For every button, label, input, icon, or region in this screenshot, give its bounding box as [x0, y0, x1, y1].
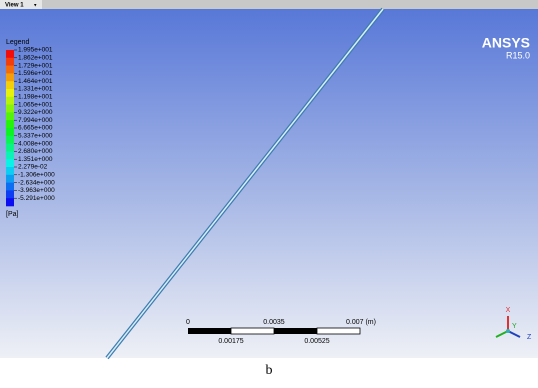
legend-swatch: [6, 50, 14, 58]
legend-label: 1.351e+000: [18, 156, 53, 163]
legend-label: 1.596e+001: [18, 70, 53, 77]
legend-swatch: [6, 175, 14, 183]
legend-label: 7.994e+000: [18, 117, 53, 124]
legend-label: 1.464e+001: [18, 78, 53, 85]
scale-label: 0.00525: [304, 338, 329, 345]
legend-label: 2.680e+000: [18, 148, 53, 155]
legend-label: -5.291e+000: [18, 195, 55, 202]
legend-swatch: [6, 66, 14, 74]
triad-origin: [506, 329, 510, 333]
triad-label: Z: [527, 334, 532, 341]
brand-version: R15.0: [506, 50, 530, 60]
brand-name: ANSYS: [482, 35, 530, 51]
legend-unit: [Pa]: [6, 211, 19, 218]
legend-title: Legend: [6, 39, 29, 46]
legend-swatch: [6, 159, 14, 167]
view-tab-label[interactable]: View 1: [5, 3, 24, 9]
legend-label: 1.862e+001: [18, 55, 53, 62]
legend-label: 6.665e+000: [18, 125, 53, 132]
legend-swatch: [6, 105, 14, 113]
legend-swatch: [6, 120, 14, 128]
triad-label: X: [506, 307, 511, 314]
legend-label: 2.279e-02: [18, 164, 48, 171]
legend-label: 1.995e+001: [18, 47, 53, 54]
legend-label: 1.331e+001: [18, 86, 53, 93]
scale-label: 0.00175: [218, 338, 243, 345]
legend-label: 4.008e+000: [18, 140, 53, 147]
scale-label: 0: [186, 319, 190, 326]
legend: 1.995e+0011.862e+0011.729e+0011.596e+001…: [6, 47, 55, 218]
legend-swatch: [6, 151, 14, 159]
legend-swatch: [6, 198, 14, 206]
legend-label: -3.963e+000: [18, 187, 55, 194]
legend-swatch: [6, 144, 14, 152]
legend-label: 1.065e+001: [18, 101, 53, 108]
legend-swatch: [6, 190, 14, 198]
triad-label: Y: [512, 323, 517, 330]
legend-label: 1.729e+001: [18, 62, 53, 69]
legend-swatch: [6, 58, 14, 66]
legend-swatch: [6, 73, 14, 81]
legend-swatch: [6, 183, 14, 191]
scale-label: 0.0035: [263, 319, 285, 326]
scale-segment: [231, 328, 274, 334]
scale-segment: [274, 328, 317, 334]
scale-label: 0.007 (m): [346, 319, 376, 326]
legend-label: 1.198e+001: [18, 94, 53, 101]
legend-swatch: [6, 89, 14, 97]
legend-label: 5.337e+000: [18, 133, 53, 140]
screen: View 1 ▾ Legend 1.995e+0011.862e+0011.72…: [0, 0, 538, 383]
legend-swatch: [6, 136, 14, 144]
scale-segment: [317, 328, 360, 334]
legend-swatch: [6, 81, 14, 89]
legend-swatch: [6, 167, 14, 175]
legend-swatch: [6, 112, 14, 120]
legend-swatch: [6, 128, 14, 136]
legend-label: -1.306e+000: [18, 172, 55, 179]
legend-label: 9.322e+000: [18, 109, 53, 116]
legend-label: -2.634e+000: [18, 179, 55, 186]
legend-swatch: [6, 97, 14, 105]
viewport: [0, 9, 538, 358]
caption: b: [266, 363, 273, 378]
tab-bar: [0, 0, 538, 9]
scale-segment: [188, 328, 231, 334]
